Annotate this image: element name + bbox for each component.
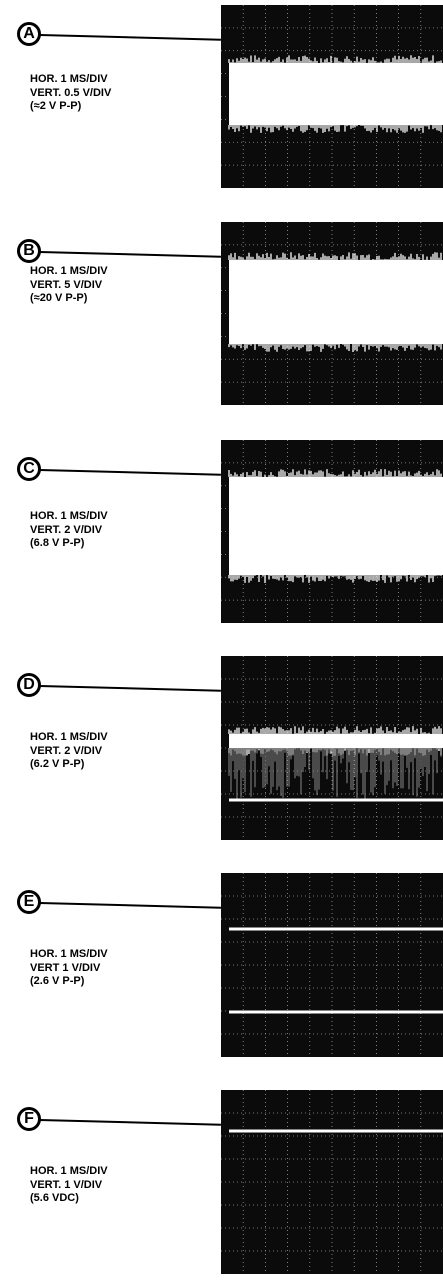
leader-line: [40, 1119, 221, 1125]
leader-line: [40, 902, 221, 908]
setting-line: HOR. 1 MS/DIV: [30, 73, 111, 87]
panel-letter: D: [17, 673, 41, 697]
panel-letter: B: [17, 239, 41, 263]
panel-letter: E: [17, 890, 41, 914]
trace-band: [229, 477, 443, 575]
panel-letter: F: [17, 1107, 41, 1131]
setting-line: HOR. 1 MS/DIV: [30, 948, 108, 962]
trace-band: [229, 260, 443, 344]
setting-line: VERT. 2 V/DIV: [30, 745, 108, 759]
trace-line: [229, 1130, 443, 1133]
oscilloscope-screen: [221, 1090, 443, 1274]
oscilloscope-screen: [221, 5, 443, 188]
setting-line: HOR. 1 MS/DIV: [30, 265, 108, 279]
setting-line: HOR. 1 MS/DIV: [30, 731, 108, 745]
setting-line: VERT. 1 V/DIV: [30, 1179, 108, 1193]
oscilloscope-screen: [221, 656, 443, 840]
trace-line: [229, 928, 443, 931]
setting-line: HOR. 1 MS/DIV: [30, 510, 108, 524]
leader-line: [40, 34, 221, 40]
page: AHOR. 1 MS/DIVVERT. 0.5 V/DIV(≈2 V P-P)B…: [0, 0, 443, 1278]
setting-line: HOR. 1 MS/DIV: [30, 1165, 108, 1179]
setting-line: VERT. 0.5 V/DIV: [30, 87, 111, 101]
trace-line: [229, 1011, 443, 1014]
leader-line: [40, 251, 221, 257]
setting-line: (2.6 V P-P): [30, 975, 108, 989]
setting-line: (6.8 V P-P): [30, 537, 108, 551]
setting-line: VERT 1 V/DIV: [30, 962, 108, 976]
setting-line: (5.6 VDC): [30, 1192, 108, 1206]
setting-line: (≈20 V P-P): [30, 292, 108, 306]
oscilloscope-screen: [221, 873, 443, 1057]
oscilloscope-screen: [221, 222, 443, 405]
panel-letter: C: [17, 457, 41, 481]
trace-band: [229, 734, 443, 748]
leader-line: [40, 685, 221, 691]
setting-line: (≈2 V P-P): [30, 100, 111, 114]
leader-line: [40, 469, 221, 475]
oscilloscope-screen: [221, 440, 443, 623]
setting-line: (6.2 V P-P): [30, 758, 108, 772]
trace-line: [229, 799, 443, 802]
setting-line: VERT. 5 V/DIV: [30, 279, 108, 293]
trace-band: [229, 63, 443, 125]
panel-letter: A: [17, 22, 41, 46]
setting-line: VERT. 2 V/DIV: [30, 524, 108, 538]
